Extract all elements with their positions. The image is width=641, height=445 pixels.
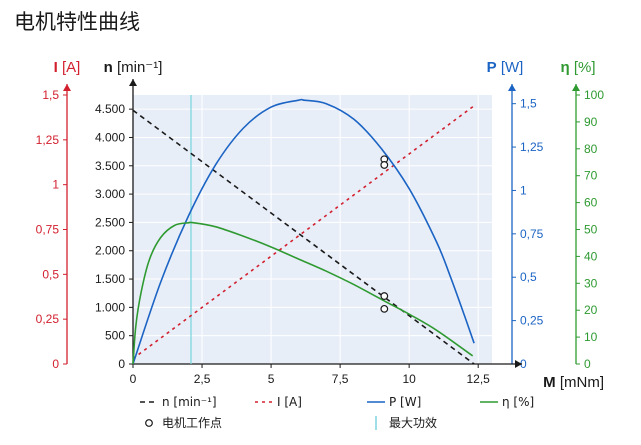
speed-axis-unit: [min⁻¹] xyxy=(113,59,163,76)
plot-area xyxy=(133,95,492,364)
efficiency-tick-label: 60 xyxy=(584,196,598,210)
speed-tick-label: 3.500 xyxy=(95,159,125,173)
current-axis-unit: [A] xyxy=(58,59,81,76)
efficiency-tick-label: 80 xyxy=(584,142,598,156)
current-tick-label: 0,25 xyxy=(36,312,60,326)
efficiency-series-line xyxy=(132,221,474,365)
x-tick-label: 7,5 xyxy=(332,372,349,386)
x-axis-symbol: M xyxy=(543,374,556,391)
efficiency-axis-title: η [%] xyxy=(560,59,595,76)
current-legend-label: I [A] xyxy=(277,395,302,409)
speed-tick-label: 3.000 xyxy=(95,187,125,201)
speed-tick-label: 0 xyxy=(118,357,125,371)
speed-tick-label: 4.000 xyxy=(95,130,125,144)
efficiency-tick-label: 40 xyxy=(584,249,598,263)
power-series-line xyxy=(132,98,475,365)
x-tick-label: 5 xyxy=(268,372,275,386)
speed-tick-label: 2.000 xyxy=(95,244,125,258)
operating-point-legend-label: 电机工作点 xyxy=(162,416,222,430)
current-axis-arrow xyxy=(63,84,71,91)
power-tick-label: 1 xyxy=(520,183,527,197)
power-legend-label: P [W] xyxy=(389,395,421,409)
current-tick-label: 0,5 xyxy=(42,267,59,281)
speed-tick-label: 2.500 xyxy=(95,215,125,229)
max-efficiency-legend-label: 最大功效 xyxy=(389,415,437,430)
operating-point-efficiency-marker xyxy=(380,304,389,313)
power-axis-arrow xyxy=(508,84,516,91)
efficiency-tick-label: 100 xyxy=(584,88,604,102)
power-axis-symbol: P xyxy=(487,59,497,76)
operating-point-legend-marker xyxy=(145,419,153,427)
current-tick-label: 1,5 xyxy=(42,88,59,102)
speed-tick-label: 500 xyxy=(105,329,125,343)
speed-axis-arrow xyxy=(129,79,137,86)
operating-point-speed-marker xyxy=(380,292,389,300)
efficiency-axis-symbol: η xyxy=(560,59,569,76)
x-tick-label: 0 xyxy=(130,372,137,386)
power-tick-label: 0,75 xyxy=(520,227,544,241)
power-tick-label: 0,5 xyxy=(520,270,537,284)
current-tick-label: 0,75 xyxy=(36,223,60,237)
power-axis-title: P [W] xyxy=(487,59,524,76)
efficiency-tick-label: 20 xyxy=(584,303,598,317)
efficiency-tick-label: 10 xyxy=(584,330,598,344)
current-tick-label: 1,25 xyxy=(36,133,60,147)
speed-axis-symbol: n xyxy=(104,59,113,76)
efficiency-tick-label: 90 xyxy=(584,115,598,129)
efficiency-tick-label: 50 xyxy=(584,223,598,237)
current-axis-symbol: I xyxy=(54,59,58,76)
power-axis-unit: [W] xyxy=(497,59,524,76)
x-tick-label: 12,5 xyxy=(467,372,491,386)
speed-axis-title: n [min⁻¹] xyxy=(104,59,163,76)
power-tick-label: 0 xyxy=(520,357,527,371)
x-axis-title: M [mNm] xyxy=(543,374,604,391)
current-axis-title: I [A] xyxy=(54,59,81,76)
x-tick-label: 10 xyxy=(402,372,416,386)
power-tick-label: 0,25 xyxy=(520,314,544,328)
efficiency-axis-arrow xyxy=(572,84,580,91)
current-series-line xyxy=(132,105,475,360)
efficiency-tick-label: 70 xyxy=(584,169,598,183)
speed-legend-label: n [min⁻¹] xyxy=(162,395,217,409)
current-tick-label: 0 xyxy=(52,357,59,371)
x-axis-arrow xyxy=(515,360,522,368)
power-tick-label: 1,5 xyxy=(520,97,537,111)
page-title: 电机特性曲线 xyxy=(14,10,140,34)
efficiency-tick-label: 30 xyxy=(584,276,598,290)
current-tick-label: 1 xyxy=(52,178,59,192)
power-tick-label: 1,25 xyxy=(520,140,544,154)
efficiency-legend-label: η [%] xyxy=(502,395,534,409)
efficiency-tick-label: 0 xyxy=(584,357,591,371)
speed-tick-label: 1.500 xyxy=(95,272,125,286)
speed-series-line xyxy=(132,109,475,365)
speed-tick-label: 4.500 xyxy=(95,102,125,116)
operating-point-current-marker xyxy=(380,161,389,169)
x-axis-unit: [mNm] xyxy=(556,374,604,391)
x-tick-label: 2,5 xyxy=(194,372,211,386)
speed-tick-label: 1.000 xyxy=(95,300,125,314)
efficiency-axis-unit: [%] xyxy=(570,59,596,76)
